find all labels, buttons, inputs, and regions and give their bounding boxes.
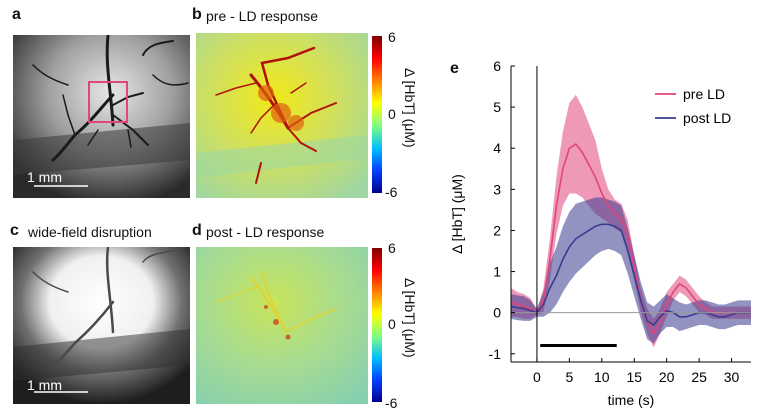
response-map-post: [196, 247, 368, 404]
y-tick-label: -1: [489, 346, 502, 362]
panel-title-d: post - LD response: [206, 224, 325, 240]
panel-label-c: c: [10, 222, 19, 239]
x-tick-label: 10: [594, 369, 610, 385]
panel-title-b: pre - LD response: [206, 8, 319, 24]
y-tick-label: 4: [493, 140, 501, 156]
x-tick-label: 15: [626, 369, 642, 385]
y-axis-label: Δ [HbT] (μM): [449, 174, 465, 254]
panel-label-d: d: [192, 222, 202, 239]
panel-label-a: a: [12, 6, 21, 23]
panel-label-b: b: [192, 6, 202, 23]
colorbar-bottom-tick-min: -6: [385, 395, 398, 411]
colorbar-top-title: Δ [HbT] (μM): [402, 68, 418, 148]
series-line-post-ld: [510, 223, 751, 327]
x-tick-label: 20: [659, 369, 675, 385]
colorbar-bottom-title: Δ [HbT] (μM): [402, 278, 418, 358]
y-tick-label: 6: [493, 58, 501, 74]
colorbar-top-tick-min: -6: [385, 184, 398, 200]
y-tick-label: 1: [493, 264, 501, 280]
series-line-pre-ld: [510, 143, 751, 335]
hbt-time-course-chart: 0 5 10 15 20 25 30 -1 0 1 2 3 4 5 6 time (s) Δ [HbT] (…: [449, 58, 751, 408]
vessel-image-a: [13, 35, 190, 198]
x-tick-label: 25: [691, 369, 707, 385]
scale-bar-label-c: 1 mm: [27, 377, 62, 393]
scale-bar-label-a: 1 mm: [27, 169, 62, 185]
colorbar-bottom-tick-max: 6: [388, 240, 396, 256]
x-tick-label: 0: [533, 369, 541, 385]
legend-label-pre-ld: pre LD: [683, 86, 725, 102]
legend-label-post-ld: post LD: [683, 110, 731, 126]
y-tick-label: 5: [493, 99, 501, 115]
x-tick-label: 30: [724, 369, 740, 385]
error-band-pre-ld: [511, 94, 751, 348]
colorbar-top-tick-max: 6: [388, 29, 396, 45]
colorbar-bottom: [372, 248, 382, 402]
x-tick-label: 5: [565, 369, 573, 385]
colorbar-top-tick-zero: 0: [388, 106, 396, 122]
error-band-post-ld: [511, 197, 751, 344]
y-tick-label: 3: [493, 181, 501, 197]
roi-box: [88, 81, 128, 123]
x-axis-label: time (s): [608, 392, 655, 408]
y-tick-label: 0: [493, 305, 501, 321]
response-map-pre: [196, 33, 368, 198]
colorbar-bottom-tick-zero: 0: [388, 316, 396, 332]
panel-label-e: e: [450, 60, 459, 77]
vessel-image-c: [13, 247, 190, 404]
panel-title-c: wide-field disruption: [28, 224, 152, 240]
y-tick-label: 2: [493, 222, 501, 238]
colorbar-top: [372, 36, 382, 193]
